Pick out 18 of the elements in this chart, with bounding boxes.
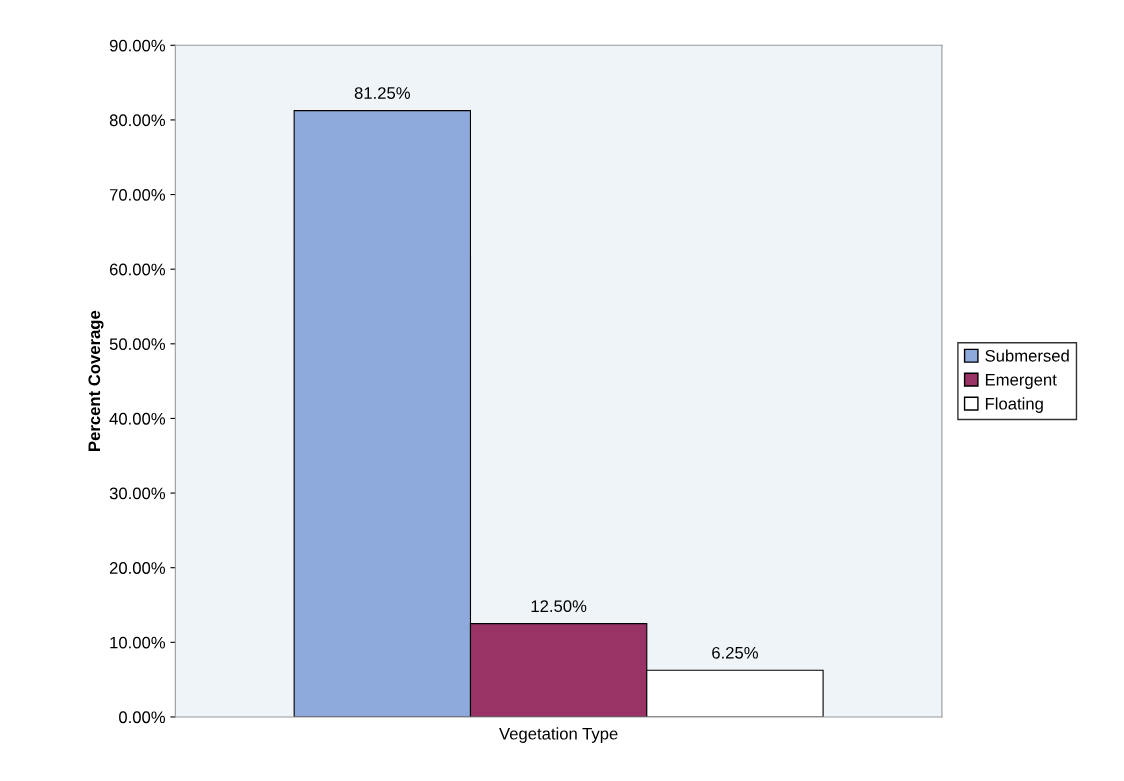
data-label: 12.50%	[531, 600, 587, 613]
y-tick-label: 10.00%	[110, 636, 166, 649]
y-tick-label: 0.00%	[119, 711, 166, 724]
y-tick-label: 20.00%	[109, 562, 166, 574]
legend-label: Submersed	[985, 349, 1069, 362]
y-tick-label: 90.00%	[109, 39, 166, 52]
y-tick-label: 60.00%	[109, 263, 166, 276]
y-tick-label: 50.00%	[109, 338, 166, 351]
data-label: 6.25%	[712, 646, 758, 659]
y-tick-label: 30.00%	[109, 487, 166, 500]
y-tick-label: 70.00%	[109, 188, 166, 201]
y-tick-label: 40.00%	[109, 412, 166, 425]
y-tick-label: 80.00%	[109, 114, 166, 127]
legend-label: Floating	[985, 397, 1043, 413]
x-axis-title: Vegetation Type	[499, 727, 618, 743]
data-label: 81.25%	[354, 87, 410, 99]
y-axis-title: Percent Coverage	[88, 310, 104, 451]
legend-label: Emergent	[985, 374, 1057, 389]
